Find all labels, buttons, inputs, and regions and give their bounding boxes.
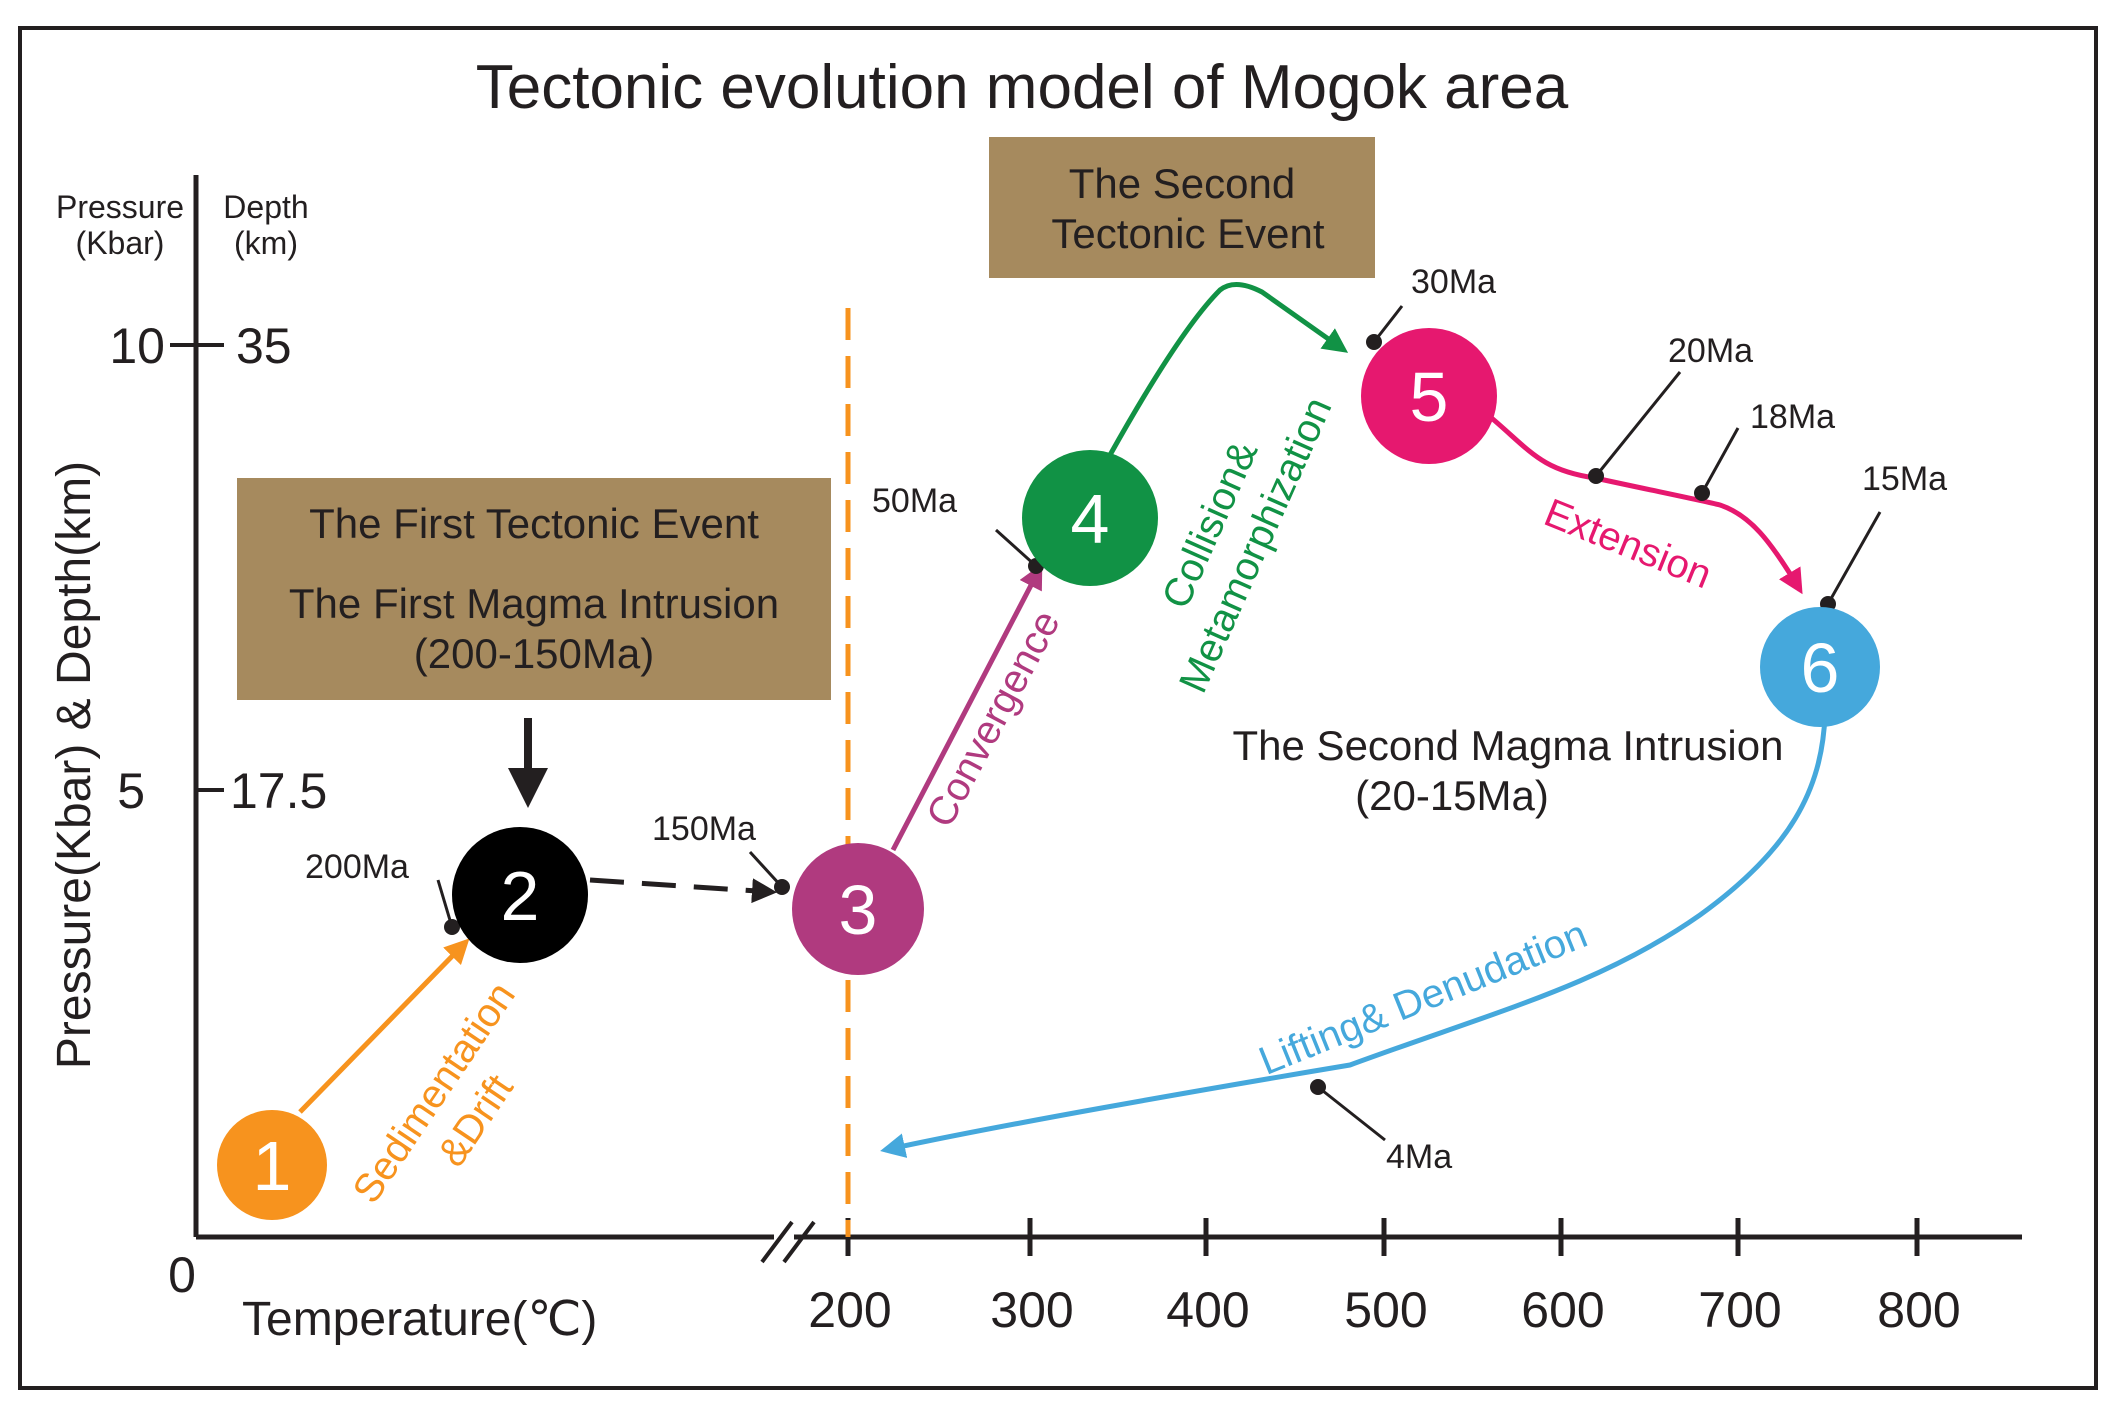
age-18ma-dot xyxy=(1694,485,1710,501)
age-50ma-leader xyxy=(994,528,1038,568)
age-15ma: 15Ma xyxy=(1862,460,1947,498)
age-200ma-leader xyxy=(436,879,454,928)
node-6 xyxy=(1760,607,1880,727)
y-tick-label-depth-35: 35 xyxy=(236,318,292,374)
node-5 xyxy=(1361,328,1497,464)
path-collision-arrow xyxy=(1107,282,1349,457)
second-magma-line-2: (20-15Ma) xyxy=(1355,772,1549,819)
node-1 xyxy=(217,1110,327,1220)
node-5-label: 5 xyxy=(1410,358,1449,436)
x-tick-label-800: 800 xyxy=(1877,1282,1960,1338)
second-magma-line-1: The Second Magma Intrusion xyxy=(1233,722,1784,769)
age-4ma-dot xyxy=(1310,1079,1326,1095)
age-30ma: 30Ma xyxy=(1411,263,1496,301)
x-tick-label-300: 300 xyxy=(990,1282,1073,1338)
x-tick-label-400: 400 xyxy=(1166,1282,1249,1338)
path-sedimentation-arrow xyxy=(298,938,470,1114)
node-6-label: 6 xyxy=(1801,629,1840,707)
age-200ma-dot xyxy=(444,919,460,935)
node-2-label: 2 xyxy=(501,857,540,935)
node-3 xyxy=(792,843,924,975)
second-tectonic-event-box xyxy=(989,137,1375,278)
origin-label: 0 xyxy=(168,1247,196,1303)
node-2 xyxy=(452,827,588,963)
y-tick-label-pressure-10: 10 xyxy=(109,318,165,374)
x-tick-label-200: 200 xyxy=(808,1282,891,1338)
depth-header: Depth xyxy=(223,189,308,225)
outer-frame xyxy=(18,26,2098,1390)
second-event-line-2: Tectonic Event xyxy=(1051,210,1324,257)
node-4 xyxy=(1022,450,1158,586)
depth-unit: (km) xyxy=(234,225,298,261)
age-15ma-leader xyxy=(1826,511,1882,605)
process-convergence: Convergence xyxy=(918,604,1069,835)
second-event-line-1: The Second xyxy=(1069,160,1296,207)
node-1-label: 1 xyxy=(253,1127,292,1205)
path-extension-arrow xyxy=(1486,413,1803,595)
first-tectonic-event-box xyxy=(237,478,831,700)
age-20ma: 20Ma xyxy=(1668,332,1753,370)
age-30ma-dot xyxy=(1366,334,1382,350)
y-tick-label-depth-17-5: 17.5 xyxy=(230,763,327,819)
first-event-line-3: (200-150Ma) xyxy=(414,630,654,677)
diagram-title: Tectonic evolution model of Mogok area xyxy=(476,53,1569,122)
age-150ma: 150Ma xyxy=(652,810,756,848)
x-axis-label: Temperature(℃) xyxy=(242,1293,597,1346)
pressure-unit: (Kbar) xyxy=(76,225,165,261)
axis-break-mark xyxy=(782,1220,816,1264)
age-4ma-leader xyxy=(1317,1085,1386,1142)
node-3-label: 3 xyxy=(839,871,878,949)
x-tick-label-500: 500 xyxy=(1344,1282,1427,1338)
axis-break-mark xyxy=(760,1220,794,1264)
node-4-label: 4 xyxy=(1071,480,1110,558)
pressure-header: Pressure xyxy=(56,189,184,225)
x-tick-label-600: 600 xyxy=(1521,1282,1604,1338)
age-150ma-dot xyxy=(774,879,790,895)
age-20ma-leader xyxy=(1594,371,1682,477)
age-18ma-leader xyxy=(1700,427,1740,494)
age-50ma: 50Ma xyxy=(872,482,957,520)
path-2-to-3-dashed-arrow xyxy=(589,877,777,904)
x-tick-label-700: 700 xyxy=(1698,1282,1781,1338)
age-4ma: 4Ma xyxy=(1386,1138,1452,1176)
age-200ma: 200Ma xyxy=(305,848,409,886)
first-event-line-1: The First Tectonic Event xyxy=(309,500,759,547)
age-20ma-dot xyxy=(1588,468,1604,484)
y-axis-label: Pressure(Kbar) & Depth(km) xyxy=(48,461,101,1069)
age-18ma: 18Ma xyxy=(1750,398,1835,436)
path-lifting-arrow xyxy=(880,714,1828,1158)
path-convergence-arrow xyxy=(890,563,1043,852)
y-tick-label-pressure-5: 5 xyxy=(117,763,145,819)
process-extension: Extension xyxy=(1538,491,1717,598)
first-event-line-2: The First Magma Intrusion xyxy=(289,580,779,627)
